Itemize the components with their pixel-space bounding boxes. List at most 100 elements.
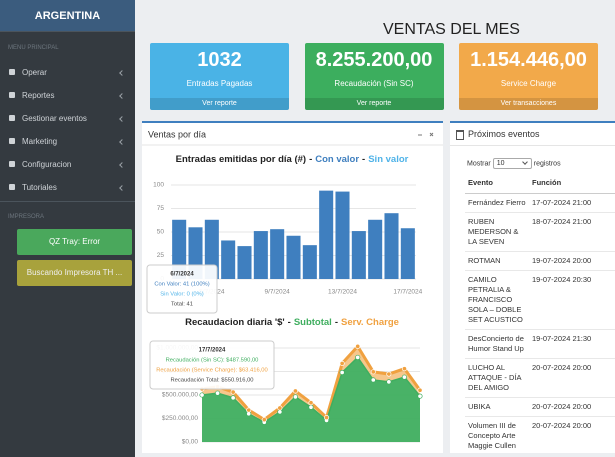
- point: [401, 374, 407, 380]
- event-name: RUBEN MEDERSON & LA SEVEN: [465, 212, 529, 252]
- menu-item[interactable]: Gestionar eventos: [0, 107, 135, 130]
- point: [355, 343, 361, 349]
- event-name: Fernández Fierro: [465, 193, 529, 213]
- page-title: VENTAS DEL MES: [383, 21, 520, 38]
- card-link[interactable]: Ver reporte: [150, 98, 289, 110]
- title-main: Recaudacion diaria '$': [185, 317, 285, 328]
- bar: [319, 190, 334, 279]
- point: [386, 379, 392, 385]
- length-select[interactable]: 10: [492, 158, 532, 169]
- title-separator: -: [362, 154, 365, 165]
- point: [355, 354, 361, 360]
- tooltip-line: Sin Valor: 0 (0%): [160, 292, 203, 298]
- close-icon[interactable]: [429, 132, 434, 137]
- chevron: [119, 70, 125, 76]
- y-tick-label: 25: [157, 252, 165, 259]
- column-header[interactable]: Evento: [465, 172, 529, 194]
- point: [417, 393, 423, 399]
- bar: [270, 229, 285, 279]
- menu-item[interactable]: Reportes: [0, 84, 135, 107]
- table-body: Fernández Fierro 17-07-2024 21:00 RUBEN ME…: [465, 193, 615, 453]
- point: [339, 360, 345, 366]
- chevron: [119, 185, 125, 191]
- card-label: Service Charge: [500, 79, 557, 88]
- y-tick-label: $250.000,00: [162, 415, 199, 422]
- event-row: DesConcierto de Humor Stand Up 19-07-2024…: [465, 329, 615, 359]
- stat-card: 1.154.446,00 Service Charge Ver transaccio…: [459, 43, 598, 110]
- column-header[interactable]: Función: [529, 172, 615, 194]
- point: [339, 369, 345, 375]
- printer-title: IMPRESORA: [0, 201, 135, 229]
- bar: [204, 219, 219, 279]
- tooltip-line: Recaudación Total: $550.916,00: [170, 378, 253, 384]
- length-before: Mostrar: [467, 160, 491, 168]
- card-value: 1032: [197, 49, 242, 71]
- printer-button[interactable]: QZ Tray: Error: [17, 229, 132, 255]
- event-name: Volumen III de Concepto Arte Maggie Cull…: [465, 416, 529, 453]
- event-date: 20-07-2024 20:00: [529, 397, 615, 417]
- title-main: Entradas emitidas por día (#): [176, 154, 306, 165]
- card-link[interactable]: Ver transacciones: [459, 98, 598, 110]
- event-row: ROTMAN 19-07-2024 20:00: [465, 251, 615, 271]
- menu-icon: [9, 184, 15, 190]
- charts: Ventas por día Entradas emitidas por día…: [142, 129, 443, 446]
- title-separator: -: [288, 317, 291, 328]
- brand[interactable]: ARGENTINA: [0, 0, 135, 32]
- stat-card: 1032 Entradas Pagadas Ver reporte: [150, 43, 289, 110]
- y-tick-label: 75: [157, 205, 165, 212]
- point: [370, 377, 376, 383]
- event-date: 19-07-2024 20:30: [529, 270, 615, 330]
- point: [199, 392, 205, 398]
- bar: [237, 246, 252, 279]
- x-tick-label: 17/7/2024: [393, 289, 422, 296]
- x-tick-label: 9/7/2024: [265, 289, 291, 296]
- menu-icon: [9, 138, 15, 144]
- event-date: 18-07-2024 21:00: [529, 212, 615, 252]
- panel-title: Ventas por día: [148, 129, 206, 139]
- point: [230, 389, 236, 395]
- tooltip: [149, 340, 275, 390]
- bar: [302, 245, 317, 279]
- chart-title: Recaudacion diaria '$' - Subtotal - Serv. Ch…: [185, 317, 399, 328]
- length-after: registros: [533, 160, 561, 168]
- menu-label: Marketing: [22, 137, 58, 146]
- length-control: Mostrar 10 registros: [467, 158, 615, 172]
- menu-item[interactable]: Tutoriales: [0, 176, 135, 199]
- area: [202, 357, 420, 442]
- y-tick-label: $0,00: [182, 439, 199, 446]
- chart-panel: Ventas por día Entradas emitidas por día…: [142, 121, 443, 453]
- event-date: 19-07-2024 21:30: [529, 329, 615, 359]
- bar: [335, 191, 350, 279]
- card-link[interactable]: Ver reporte: [304, 98, 444, 110]
- title-separator: -: [335, 317, 338, 328]
- point: [386, 371, 392, 377]
- events-table: Evento Función Fernández Fierro 17-07-2024…: [465, 172, 615, 453]
- point: [417, 387, 423, 393]
- tooltip-title: 17/7/2024: [199, 348, 226, 354]
- chart-title: Entradas emitidas por día (#) - Con valor -…: [176, 154, 409, 165]
- menu-item[interactable]: Marketing: [0, 130, 135, 153]
- menu-icon: [9, 115, 15, 121]
- menu-item[interactable]: Operar: [0, 61, 135, 84]
- bar: [400, 228, 415, 279]
- chevron: [119, 93, 125, 99]
- bar: [384, 213, 399, 279]
- card-value: 1.154.446,00: [470, 49, 587, 71]
- event-row: RUBEN MEDERSON & LA SEVEN 18-07-2024 21:0…: [465, 212, 615, 252]
- printer-button[interactable]: Buscando Impresora TH ...: [17, 260, 132, 286]
- point: [261, 417, 267, 423]
- bar: [221, 240, 236, 279]
- menu-item[interactable]: Configuracion: [0, 153, 135, 176]
- event-name: ROTMAN: [465, 251, 529, 271]
- point: [292, 388, 298, 394]
- menu-icon: [9, 161, 15, 167]
- bar: [253, 231, 268, 279]
- event-row: LUCHO AL ATTAQUE - DÍA DEL AMIGO 20-07-20…: [465, 358, 615, 398]
- card-label: Entradas Pagadas: [186, 79, 253, 88]
- card-value: 8.255.200,00: [315, 49, 433, 71]
- event-name: CAMILO PETRALIA & FRANCISCO SOLA – DOBLE…: [465, 270, 529, 330]
- point: [308, 400, 314, 406]
- menu: Operar Reportes Gestionar eventos Marketing…: [0, 61, 135, 199]
- menu-label: Reportes: [22, 91, 55, 100]
